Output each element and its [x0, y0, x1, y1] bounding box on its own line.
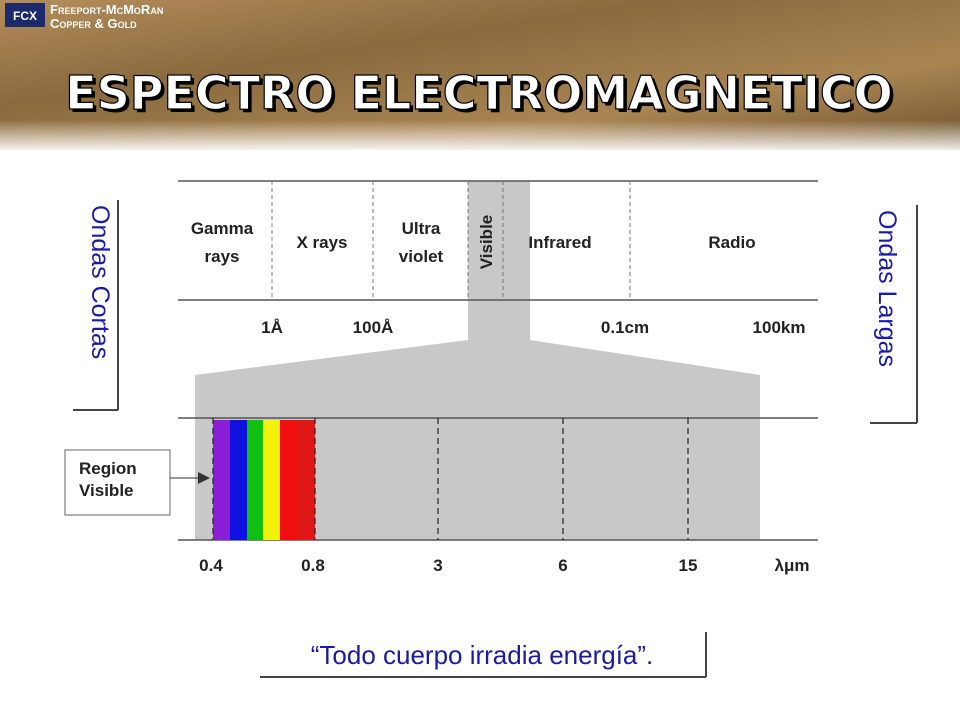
- band-label: rays: [205, 247, 240, 266]
- scale-dividers: [212, 418, 689, 540]
- scale-label: λμm: [775, 556, 810, 575]
- wavelength-label: 100km: [753, 318, 806, 337]
- region-label: Region: [79, 459, 137, 478]
- logo-mark: FCX: [13, 9, 37, 23]
- band-label: X rays: [296, 233, 347, 252]
- band-label: Gamma: [191, 219, 254, 238]
- scale-label: 0.4: [199, 556, 223, 575]
- scale-label: 6: [558, 556, 567, 575]
- wavelength-label: 0.1cm: [601, 318, 649, 337]
- band-label: Infrared: [528, 233, 591, 252]
- visible-zoom: [195, 181, 760, 540]
- left-label: Ondas Cortas: [86, 205, 114, 359]
- band-dividers: [271, 181, 631, 300]
- spectrum-diagram: Gamma rays X rays Ultra violet Visible Infrare…: [64, 152, 855, 602]
- division: Copper & Gold: [50, 16, 137, 31]
- quote: “Todo cuerpo irradia energía”.: [311, 640, 654, 670]
- right-label: Ondas Largas: [873, 210, 901, 367]
- band-label: Ultra: [402, 219, 441, 238]
- logo-mark-bg: [5, 3, 45, 27]
- wavelength-label: 100Å: [353, 318, 394, 337]
- scale-label: 3: [433, 556, 442, 575]
- scale-label: 15: [679, 556, 698, 575]
- arrow-head: [198, 472, 210, 484]
- band-label: violet: [399, 247, 444, 266]
- region-label: Visible: [79, 481, 134, 500]
- region-box: [64, 449, 171, 516]
- scale-label: 0.8: [301, 556, 325, 575]
- title-shadow: ESPECTRO ELECTROMAGNETICO: [68, 69, 896, 123]
- spectrum-colors: [213, 420, 315, 540]
- band-label: Radio: [708, 233, 755, 252]
- wavelength-label: 1Å: [261, 318, 283, 337]
- company: Freeport-McMoRan: [50, 2, 163, 17]
- title: ESPECTRO ELECTROMAGNETICO: [65, 66, 893, 120]
- band-label: Visible: [477, 215, 496, 270]
- header-fade: [0, 120, 960, 150]
